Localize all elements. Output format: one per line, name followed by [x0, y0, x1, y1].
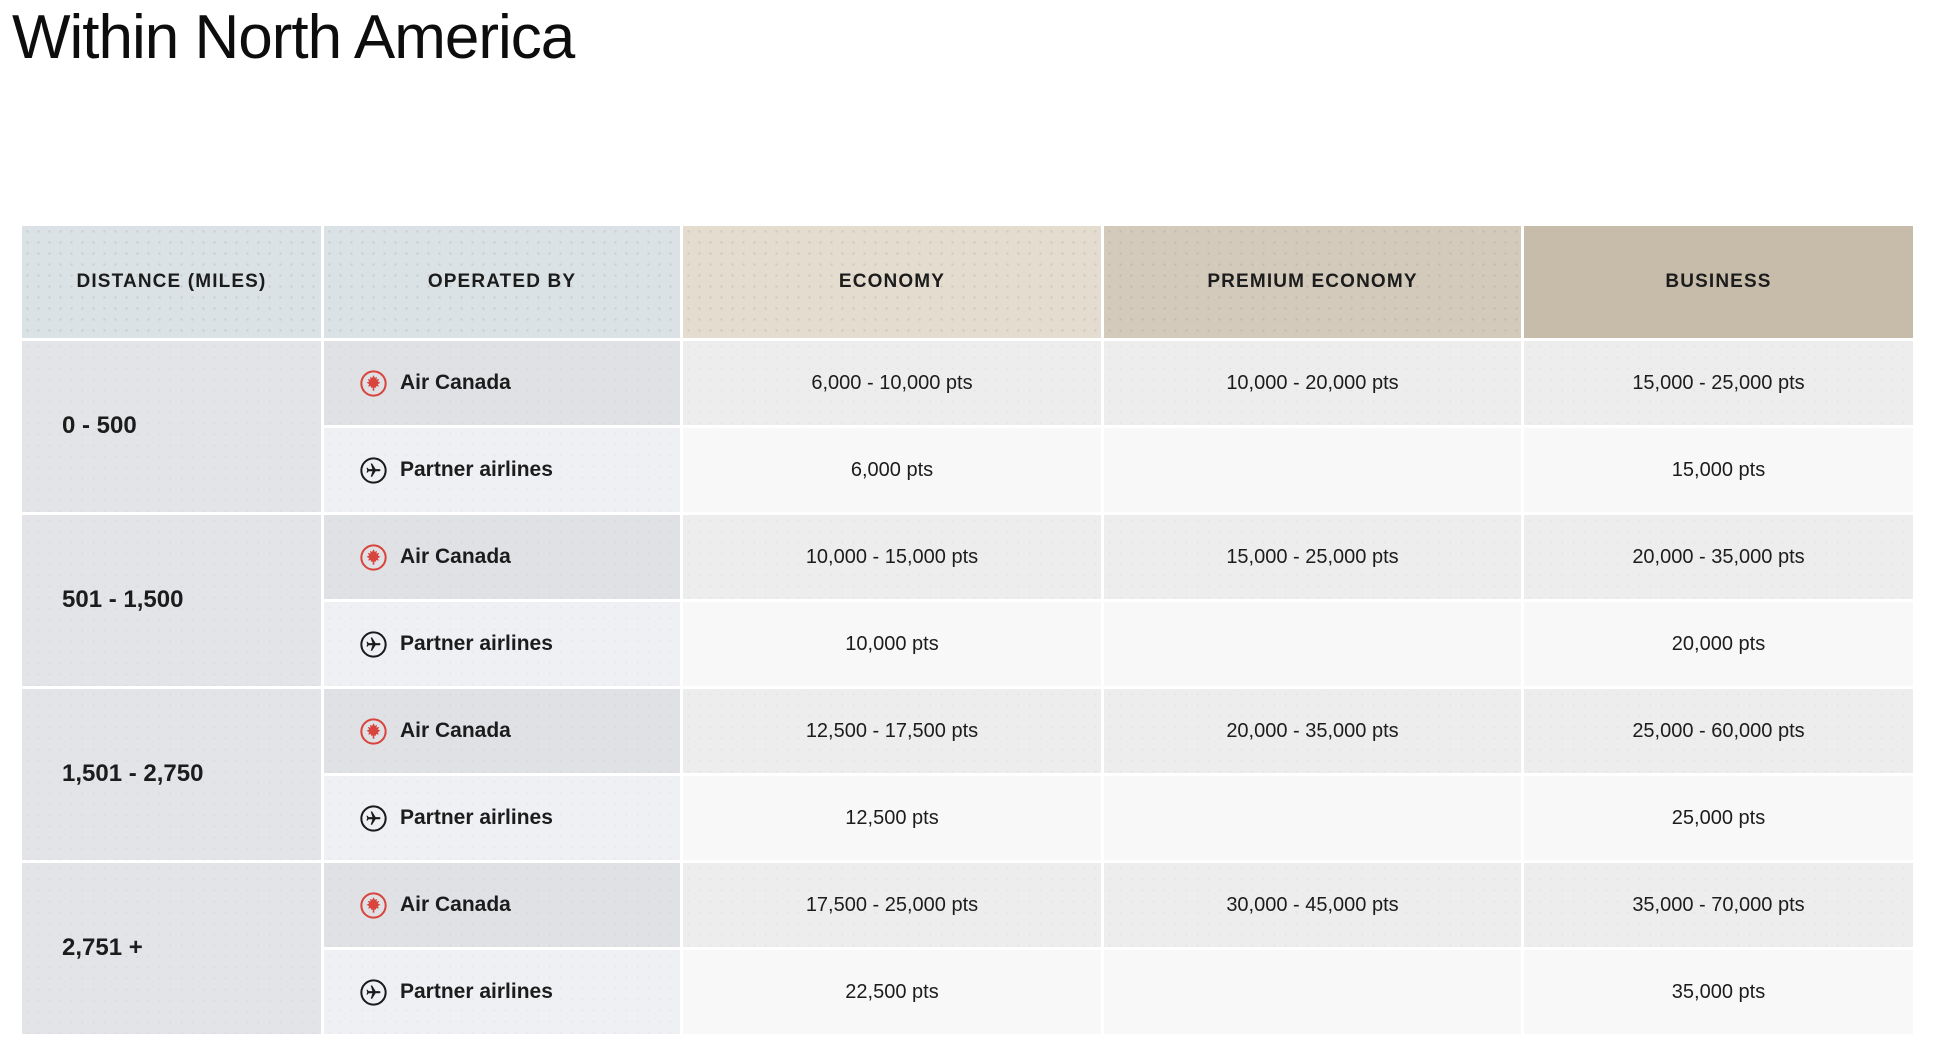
header-economy: ECONOMY	[683, 226, 1101, 338]
air-canada-maple-leaf-icon	[360, 717, 387, 745]
operator-cell-air-canada: Air Canada	[324, 689, 680, 773]
premium-economy-value: 10,000 - 20,000 pts	[1104, 341, 1521, 425]
operator-cell-partner: Partner airlines	[324, 776, 680, 860]
header-premium-economy: PREMIUM ECONOMY	[1104, 226, 1521, 338]
operator-label: Air Canada	[400, 545, 511, 569]
partner-airplane-icon	[360, 630, 387, 658]
distance-cell: 2,751 +	[22, 863, 321, 1034]
business-value: 35,000 - 70,000 pts	[1524, 863, 1913, 947]
economy-value: 12,500 - 17,500 pts	[683, 689, 1101, 773]
award-chart-table: DISTANCE (MILES) OPERATED BY ECONOMY PRE…	[22, 226, 1913, 1034]
header-operated-by: OPERATED BY	[324, 226, 680, 338]
premium-economy-value	[1104, 776, 1521, 860]
header-distance: DISTANCE (MILES)	[22, 226, 321, 338]
economy-value: 10,000 - 15,000 pts	[683, 515, 1101, 599]
economy-value: 22,500 pts	[683, 950, 1101, 1034]
premium-economy-value: 30,000 - 45,000 pts	[1104, 863, 1521, 947]
premium-economy-value	[1104, 602, 1521, 686]
economy-value: 6,000 - 10,000 pts	[683, 341, 1101, 425]
premium-economy-value	[1104, 950, 1521, 1034]
operator-label: Air Canada	[400, 719, 511, 743]
operator-cell-partner: Partner airlines	[324, 428, 680, 512]
economy-value: 12,500 pts	[683, 776, 1101, 860]
business-value: 15,000 pts	[1524, 428, 1913, 512]
economy-value: 17,500 - 25,000 pts	[683, 863, 1101, 947]
page-title: Within North America	[12, 3, 575, 72]
business-value: 15,000 - 25,000 pts	[1524, 341, 1913, 425]
operator-label: Partner airlines	[400, 980, 553, 1004]
premium-economy-value: 20,000 - 35,000 pts	[1104, 689, 1521, 773]
operator-cell-air-canada: Air Canada	[324, 863, 680, 947]
business-value: 20,000 pts	[1524, 602, 1913, 686]
operator-label: Partner airlines	[400, 806, 553, 830]
distance-cell: 1,501 - 2,750	[22, 689, 321, 860]
header-business: BUSINESS	[1524, 226, 1913, 338]
economy-value: 10,000 pts	[683, 602, 1101, 686]
operator-label: Partner airlines	[400, 458, 553, 482]
premium-economy-value	[1104, 428, 1521, 512]
operator-cell-air-canada: Air Canada	[324, 341, 680, 425]
operator-cell-partner: Partner airlines	[324, 602, 680, 686]
partner-airplane-icon	[360, 804, 387, 832]
air-canada-maple-leaf-icon	[360, 369, 387, 397]
operator-cell-partner: Partner airlines	[324, 950, 680, 1034]
operator-cell-air-canada: Air Canada	[324, 515, 680, 599]
partner-airplane-icon	[360, 978, 387, 1006]
economy-value: 6,000 pts	[683, 428, 1101, 512]
business-value: 25,000 - 60,000 pts	[1524, 689, 1913, 773]
operator-label: Partner airlines	[400, 632, 553, 656]
premium-economy-value: 15,000 - 25,000 pts	[1104, 515, 1521, 599]
operator-label: Air Canada	[400, 371, 511, 395]
business-value: 25,000 pts	[1524, 776, 1913, 860]
partner-airplane-icon	[360, 456, 387, 484]
air-canada-maple-leaf-icon	[360, 891, 387, 919]
business-value: 20,000 - 35,000 pts	[1524, 515, 1913, 599]
operator-label: Air Canada	[400, 893, 511, 917]
business-value: 35,000 pts	[1524, 950, 1913, 1034]
air-canada-maple-leaf-icon	[360, 543, 387, 571]
distance-cell: 501 - 1,500	[22, 515, 321, 686]
distance-cell: 0 - 500	[22, 341, 321, 512]
